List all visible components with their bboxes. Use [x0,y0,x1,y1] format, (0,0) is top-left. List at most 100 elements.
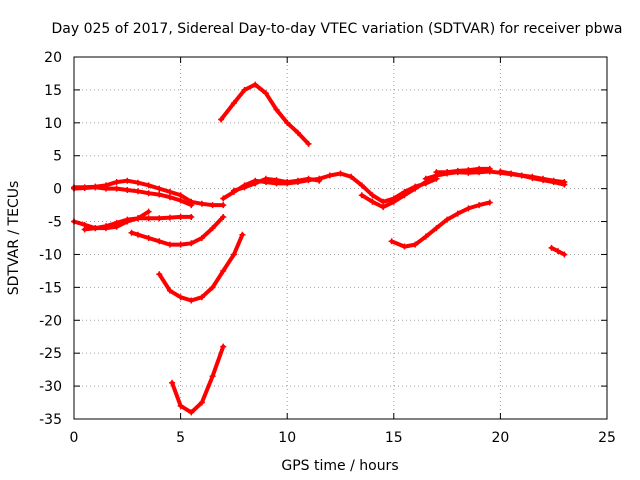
data-point [198,294,205,301]
data-point [433,225,440,232]
data-point [156,185,163,192]
data-point [305,175,312,182]
data-point [348,173,355,180]
data-point [337,170,344,177]
y-tick-label: -30 [39,379,62,395]
series-line [170,344,226,415]
data-point [188,202,195,209]
x-tick-label: 10 [278,430,296,446]
data-point [177,402,184,409]
series-line [72,185,194,208]
series-arc-5 [128,213,227,248]
data-point [380,198,387,205]
data-point [145,190,152,197]
data-point [113,219,120,226]
data-point [561,181,568,188]
data-point [92,225,99,232]
data-point [102,185,109,192]
series-line [389,200,492,249]
data-point [550,179,557,186]
data-point [273,106,280,113]
data-point [124,216,131,223]
y-axis-label: SDTVAR / TECUs [6,181,22,296]
y-tick-label: 5 [53,149,62,165]
data-point [369,192,376,199]
data-point [262,175,269,182]
series-arc-4 [81,213,195,233]
x-tick-label: 20 [491,430,509,446]
data-point [412,185,419,192]
data-point [444,216,451,223]
data-point [81,184,88,191]
data-point [113,179,120,186]
data-point [124,177,131,184]
data-point [508,170,515,177]
data-point [433,172,440,179]
data-point [166,214,173,221]
grid [74,57,607,419]
data-point [476,202,483,209]
data-point [145,235,152,241]
data-point [81,226,88,233]
data-point [273,177,280,184]
plot-area [71,81,568,416]
data-point [188,409,195,416]
data-point [401,243,408,250]
data-point [358,192,365,199]
y-tick-label: -15 [39,280,62,296]
data-point [177,213,184,220]
y-tick-label: 0 [53,182,62,198]
data-point [476,169,483,176]
data-point [230,100,237,107]
data-point [145,215,152,222]
y-tick-label: 10 [44,116,62,132]
series-arc-13 [422,168,493,182]
data-point [294,129,301,136]
data-point [529,175,536,182]
tick-labels: 0 5 10 15 20 25 -35 -30 -25 -20 -15 -10 -5 0 5 10 15 20 [39,50,616,446]
data-point [561,251,568,258]
data-point [388,238,395,245]
data-point [134,179,141,186]
data-point [209,202,216,209]
data-point [102,223,109,230]
data-point [188,297,195,304]
y-tick-label: -25 [39,346,62,362]
data-point [220,213,227,220]
chart-title: Day 025 of 2017, Sidereal Day-to-day VTE… [51,21,622,37]
data-point [241,86,248,93]
data-point [444,170,451,177]
data-point [156,238,163,245]
x-tick-label: 5 [176,430,185,446]
data-point [188,240,195,247]
data-point [134,215,141,222]
data-point [422,233,429,240]
data-point [252,180,259,187]
data-point [284,179,291,186]
data-point [518,172,525,179]
data-point [218,116,225,123]
data-point [177,197,184,204]
series-arc-8 [218,81,312,147]
data-point [422,175,429,182]
data-point [241,184,248,191]
data-point [169,379,176,386]
data-point [390,198,397,205]
data-point [284,119,291,126]
data-point [358,182,365,189]
series-arc-9 [220,170,440,205]
x-tick-label: 15 [385,430,403,446]
series-line [129,214,226,247]
data-point [230,251,237,258]
y-tick-label: 20 [44,50,62,66]
data-point [134,231,141,238]
data-point [369,198,376,205]
data-point [230,187,237,194]
data-point [497,168,504,175]
data-point [220,195,227,202]
x-tick-label: 25 [598,430,616,446]
data-point [401,192,408,199]
data-point [239,231,246,238]
data-point [166,188,173,195]
data-point [220,267,227,274]
